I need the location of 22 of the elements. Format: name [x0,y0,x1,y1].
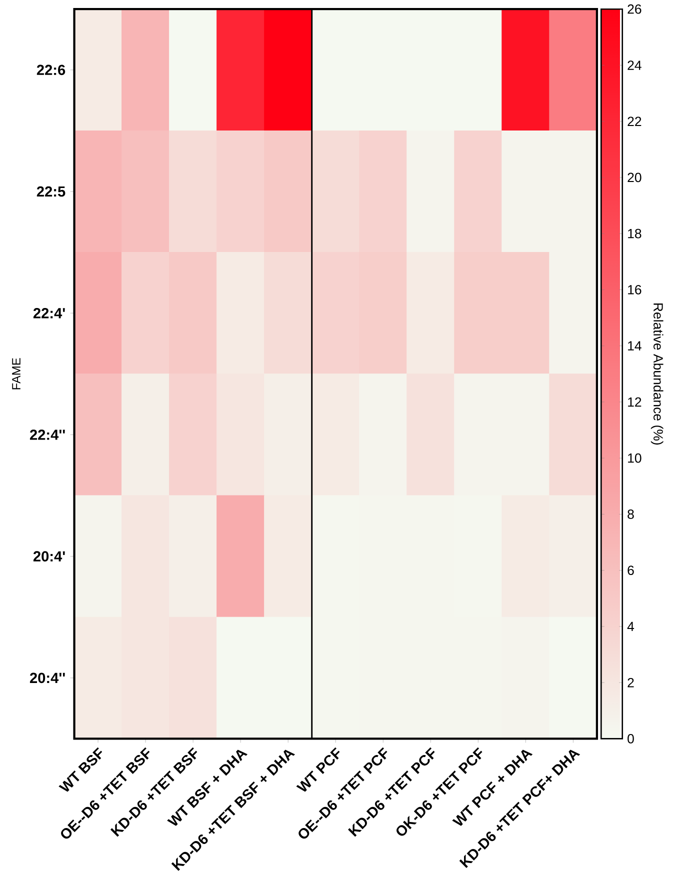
color-bar-label: 12 [628,397,642,407]
color-bar-label: 16 [628,285,642,294]
color-bar-label: 10 [628,453,642,463]
color-bar-label: 14 [628,341,642,350]
color-bar-label: 26 [628,4,642,14]
y-tick-label: 22:4' [34,308,66,318]
color-bar-title: Relative Abundance (%) [651,303,664,445]
color-bar-label: 2 [628,678,634,688]
color-bar-label: 0 [628,734,634,744]
color-bar-label: 4 [628,622,634,632]
color-bar-label: 6 [628,566,634,576]
color-bar-label: 24 [628,60,642,70]
color-bar-label: 20 [628,172,642,182]
y-tick-label: 20:4' [34,551,66,562]
y-tick-label: 22:4'' [30,430,66,440]
color-bar-label: 18 [628,228,642,238]
y-tick-label: 22:6 [37,64,66,76]
y-tick-label: 20:4'' [30,672,66,684]
color-bar-label: 22 [628,116,642,126]
color-bar-label: 8 [628,510,634,519]
y-axis-title: FAME [12,358,21,390]
y-tick-label: 22:5 [37,186,66,197]
